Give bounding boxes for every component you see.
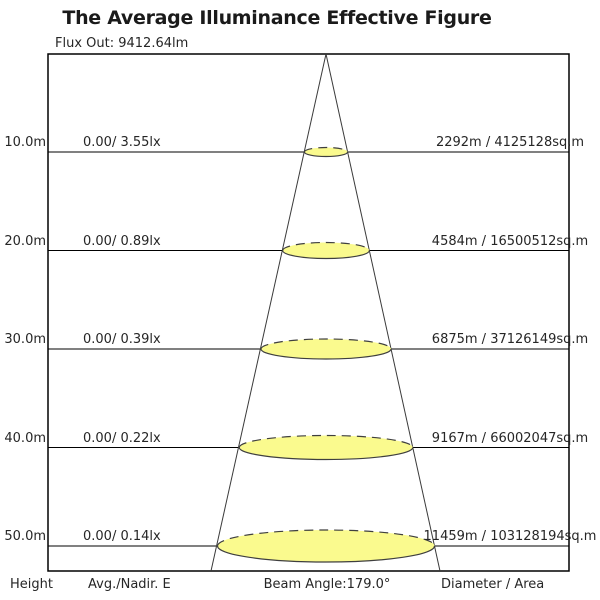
beam-spot-10.0m: [303, 146, 349, 158]
plot-box: [47, 53, 570, 572]
avg-nadir-label: 0.00/ 0.14lx: [83, 529, 161, 544]
avg-nadir-label: 0.00/ 3.55lx: [83, 135, 161, 150]
height-label: 20.0m: [4, 233, 46, 249]
beam-spot-front-arc: [238, 447, 414, 461]
cone-edge-left: [210, 53, 327, 572]
beam-spot-front-arc: [216, 545, 436, 563]
beam-spot-front-arc: [282, 250, 370, 260]
avg-nadir-label: 0.00/ 0.22lx: [83, 430, 161, 446]
flux-out-label: Flux Out: 9412.64lm: [55, 36, 189, 51]
beam-spot-fill: [239, 435, 413, 460]
height-label: 40.0m: [4, 430, 46, 446]
page-title: The Average Illuminance Effective Figure: [62, 7, 492, 29]
footer-height-label: Height: [10, 577, 53, 592]
diagram-frame: [47, 53, 570, 572]
diameter-area-label: 4584m / 16500512sq.m: [431, 233, 589, 249]
beam-spot-30.0m: [260, 338, 392, 360]
beam-spot-50.0m: [216, 529, 436, 563]
beam-spot-fill: [260, 339, 392, 359]
diameter-area-label: 9167m / 66002047sq.m: [431, 430, 589, 446]
avg-nadir-label: 0.00/ 0.39lx: [83, 332, 161, 347]
beam-spot-back-arc: [216, 529, 436, 547]
diameter-area-label: 2292m / 4125128sq.m: [435, 135, 585, 150]
diameter-area-label: 6875m / 37126149sq.m: [431, 332, 589, 347]
footer-beam-angle-label: Beam Angle:179.0°: [263, 577, 391, 592]
beam-spot-fill: [217, 530, 435, 562]
cone-edge-right: [325, 53, 441, 572]
beam-spot-front-arc: [303, 151, 349, 158]
beam-spots: [216, 146, 436, 563]
height-label: 50.0m: [4, 529, 46, 544]
beam-spot-back-arc: [282, 241, 370, 251]
diameter-area-label: 11459m / 103128194sq.m: [423, 529, 597, 544]
beam-spot-fill: [304, 147, 348, 157]
beam-spot-40.0m: [238, 434, 414, 461]
beam-spot-back-arc: [260, 338, 392, 350]
beam-spot-back-arc: [303, 146, 349, 153]
height-label: 30.0m: [4, 332, 46, 347]
beam-spot-20.0m: [282, 241, 370, 260]
footer-diameter-label: Diameter / Area: [441, 577, 545, 592]
height-label: 10.0m: [4, 135, 46, 150]
beam-spot-front-arc: [260, 348, 392, 360]
avg-nadir-label: 0.00/ 0.89lx: [83, 233, 161, 249]
footer-avg-label: Avg./Nadir. E: [88, 577, 171, 592]
beam-spot-fill: [282, 242, 370, 259]
beam-spot-back-arc: [238, 434, 414, 448]
